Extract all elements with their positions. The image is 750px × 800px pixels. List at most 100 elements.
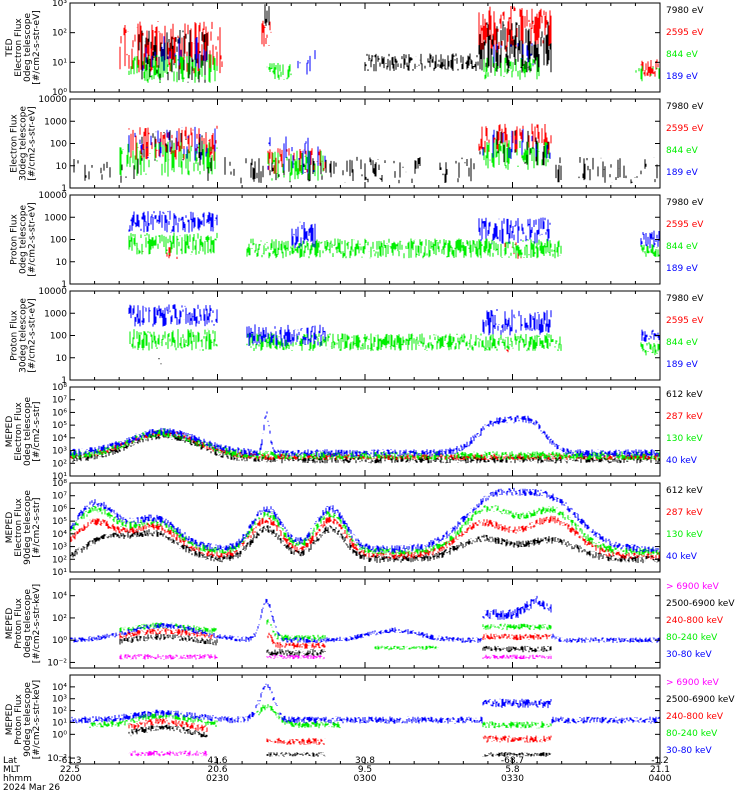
panel-ted-electron-30deg: 1 10 100 1000 10000 Electron Flux 30deg telesc… (10, 95, 705, 194)
footer-hhmm-value: 0200 (59, 774, 82, 784)
y-tick-label: 1 (61, 280, 67, 290)
panel-ted-proton-0deg: 1 10 100 1000 10000 Proton Flux 0deg telescope… (10, 191, 705, 290)
legend-entry: 287 keV (666, 412, 703, 422)
y-tick-label: 10⁴ (52, 434, 67, 444)
footer-row-label-hhmm: hhmm (3, 774, 32, 784)
footer-row-label-mlt: MLT (3, 765, 21, 775)
y-axis-label: Proton Flux (10, 310, 20, 361)
legend-entry: 240-800 keV (666, 712, 724, 722)
y-axis-label: [#/cm2-s-str] (32, 401, 42, 461)
y-axis-label: [#/cm2-s-str-eV] (32, 10, 42, 85)
footer-mlt-value: 20.6 (207, 765, 227, 775)
legend-entry: 612 keV (666, 390, 703, 400)
y-tick-label: 10⁻² (47, 754, 67, 764)
legend-entry: 2500-6900 keV (666, 695, 735, 705)
series-ted-electron-0deg-3 (142, 36, 534, 75)
y-tick-label: 10 (56, 258, 68, 268)
legend-entry: 189 eV (666, 168, 699, 178)
legend-entry: 287 keV (666, 508, 703, 518)
y-axis-label: [#/cm2-s-str-keV] (32, 680, 42, 759)
legend-entry: 189 eV (666, 360, 699, 370)
footer-row-label-lat: Lat (3, 756, 18, 766)
y-tick-label: 10000 (38, 287, 67, 297)
series-meped-proton-0deg-0 (119, 654, 552, 660)
legend-entry: 2500-6900 keV (666, 599, 735, 609)
series-ted-electron-30deg-3 (128, 126, 551, 174)
footer-lat-value: -68.7 (501, 756, 524, 766)
y-axis-label: 0deg telescope (19, 205, 29, 275)
footer-lat-value: 30.8 (355, 756, 375, 766)
y-axis-label: 0deg telescope (23, 589, 33, 659)
legend-entry: 189 eV (666, 264, 699, 274)
y-tick-label: 10000 (38, 95, 67, 105)
y-axis-label: [#/cm2-s-str-eV] (28, 298, 38, 373)
panel-meped-electron-90deg: 10¹ 10² 10³ 10⁴ 10⁵ 10⁶ 10⁷ 10⁸ MEPED Electron Fl… (5, 479, 703, 578)
y-tick-label: 10⁰ (52, 730, 67, 740)
legend-entry: 130 keV (666, 530, 703, 540)
y-axis-label: Proton Flux (14, 694, 24, 745)
y-tick-label: 10⁷ (52, 396, 67, 406)
y-axis-label: 0deg telescope (23, 397, 33, 467)
y-axis-label: [#/cm2-s-str-eV] (28, 106, 38, 181)
footer-hhmm-value: 0400 (649, 774, 672, 784)
y-tick-label: 10⁵ (52, 421, 67, 431)
y-axis-label: Electron Flux (14, 18, 24, 77)
y-axis-label: 90deg telescope (23, 682, 33, 757)
y-tick-label: 10¹ (52, 718, 67, 728)
legend-entry: 30-80 keV (666, 746, 712, 756)
y-tick-label: 10⁴ (52, 592, 67, 602)
y-axis-label: [#/cm2-s-str-eV] (28, 202, 38, 277)
legend-entry: 7980 eV (666, 294, 704, 304)
legend-entry: 2595 eV (666, 316, 704, 326)
series-meped-proton-90deg-2 (128, 718, 552, 745)
legend-entry: 130 keV (666, 434, 703, 444)
y-tick-label: 10000 (38, 191, 67, 201)
y-tick-label: 10² (52, 459, 67, 469)
y-tick-label: 1000 (44, 117, 67, 127)
y-axis-label: 30deg telescope (19, 106, 29, 181)
y-tick-label: 1 (61, 376, 67, 386)
y-tick-label: 10¹ (52, 58, 67, 68)
series-meped-proton-90deg-3 (89, 704, 552, 729)
series-ted-proton-0deg-2 (128, 232, 661, 259)
y-axis-label: [#/cm2-s-str-keV] (32, 584, 42, 663)
y-tick-label: 100 (50, 332, 67, 342)
legend-entry: 2595 eV (666, 28, 704, 38)
y-tick-label: 10² (52, 29, 67, 39)
y-axis-label: 30deg telescope (19, 298, 29, 373)
series-meped-proton-0deg-2 (119, 628, 552, 649)
y-tick-label: 1000 (44, 213, 67, 223)
y-tick-label: 10⁴ (52, 530, 67, 540)
y-tick-label: 100 (50, 140, 67, 150)
legend-entry: 612 keV (666, 486, 703, 496)
series-meped-electron-0deg-0 (69, 431, 661, 464)
y-axis-label: MEPED (5, 704, 15, 736)
y-tick-label: 10¹ (52, 472, 67, 482)
legend-entry: 80-240 keV (666, 729, 718, 739)
y-tick-label: 10³ (52, 543, 67, 553)
panel-meped-electron-0deg: 10¹ 10² 10³ 10⁴ 10⁵ 10⁶ 10⁷ 10⁸ MEPED Electron Fl… (5, 383, 703, 482)
legend-entry: 844 eV (666, 50, 699, 60)
footer-lat-value: -1.2 (651, 756, 669, 766)
y-tick-label: 10⁶ (52, 408, 67, 418)
series-ted-proton-30deg-0 (158, 358, 162, 365)
y-axis-label: Electron Flux (14, 402, 24, 461)
y-tick-label: 100 (50, 236, 67, 246)
legend-entry: 240-800 keV (666, 616, 724, 626)
footer-hhmm-value: 0330 (501, 774, 524, 784)
y-axis-label: TED (5, 38, 15, 57)
footer-lat-value: -61.3 (58, 756, 81, 766)
series-meped-proton-0deg-1 (119, 633, 552, 656)
y-axis-label: 90deg telescope (23, 490, 33, 565)
y-tick-label: 10⁵ (52, 517, 67, 527)
y-tick-label: 10⁻² (47, 658, 67, 668)
y-tick-label: 1 (61, 184, 67, 194)
y-tick-label: 10 (56, 162, 68, 172)
y-tick-label: 10² (52, 707, 67, 717)
y-tick-label: 10³ (52, 0, 67, 9)
series-ted-electron-30deg-2 (119, 139, 550, 181)
legend-entry: > 6900 keV (666, 582, 720, 592)
